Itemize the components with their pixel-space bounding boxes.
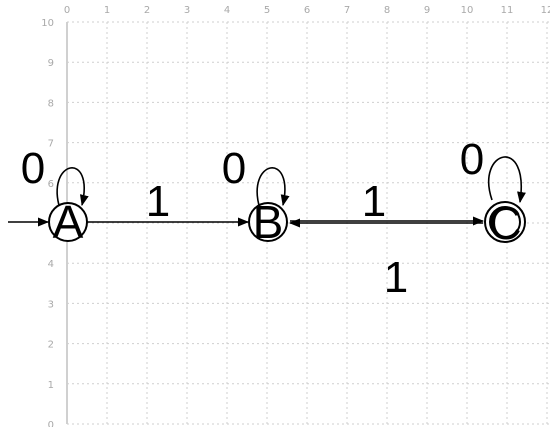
state-c-accept-ring xyxy=(489,206,521,238)
grid xyxy=(66,21,550,425)
y-tick-label: 1 xyxy=(48,380,54,391)
x-tick-label: 10 xyxy=(461,5,474,16)
loop-a-a xyxy=(56,167,89,210)
x-tick-label: 12 xyxy=(541,5,550,16)
state-a[interactable]: A xyxy=(48,196,88,248)
x-tick-label: 6 xyxy=(304,5,310,16)
state-a-label: A xyxy=(53,196,84,248)
label-c-c: 0 xyxy=(460,135,484,184)
label-b-c: 1 xyxy=(362,177,386,226)
x-axis-ticks: 0123456789101112 xyxy=(64,5,550,16)
label-a-b: 1 xyxy=(146,177,170,226)
x-tick-label: 9 xyxy=(424,5,430,16)
state-c-label: C xyxy=(488,197,521,249)
x-tick-label: 4 xyxy=(224,5,230,16)
x-tick-label: 1 xyxy=(104,5,110,16)
label-b-b: 0 xyxy=(222,144,246,193)
x-tick-label: 3 xyxy=(184,5,190,16)
y-axis-ticks: 109876543210 xyxy=(41,18,54,427)
label-c-b: 1 xyxy=(384,253,408,302)
state-b-label: B xyxy=(253,196,284,248)
x-tick-label: 5 xyxy=(264,5,270,16)
x-tick-label: 11 xyxy=(501,5,514,16)
state-b[interactable]: B xyxy=(248,196,288,248)
loop-c-c xyxy=(487,156,526,204)
y-tick-label: 9 xyxy=(48,58,54,69)
label-a-a: 0 xyxy=(21,144,45,193)
y-tick-label: 4 xyxy=(48,259,54,270)
y-tick-label: 10 xyxy=(41,18,54,29)
loop-b-b xyxy=(256,167,290,210)
x-tick-label: 0 xyxy=(64,5,70,16)
y-tick-label: 8 xyxy=(48,98,54,109)
y-tick-label: 2 xyxy=(48,340,54,351)
y-tick-label: 6 xyxy=(48,179,54,190)
y-tick-label: 7 xyxy=(48,139,54,150)
x-tick-label: 8 xyxy=(384,5,390,16)
y-tick-label: 3 xyxy=(48,299,54,310)
x-tick-label: 2 xyxy=(144,5,150,16)
state-c[interactable]: C xyxy=(484,197,526,249)
y-tick-label: 0 xyxy=(48,420,54,427)
x-tick-label: 7 xyxy=(344,5,350,16)
